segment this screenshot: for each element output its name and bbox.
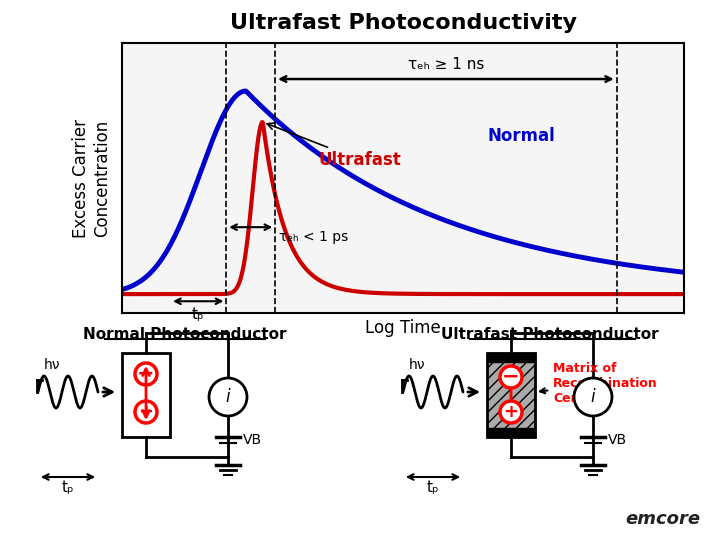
Circle shape	[574, 378, 612, 416]
Text: Matrix of
Recombination
Centers: Matrix of Recombination Centers	[540, 362, 658, 405]
Text: hν: hν	[44, 358, 60, 372]
Text: tₚ: tₚ	[192, 307, 204, 322]
Text: τₑₕ ≥ 1 ns: τₑₕ ≥ 1 ns	[408, 57, 484, 72]
Circle shape	[135, 363, 157, 385]
Text: VB: VB	[608, 433, 627, 447]
Bar	[487, 353, 535, 362]
Text: Ultrafast Photoconductor: Ultrafast Photoconductor	[441, 327, 659, 342]
Text: VB: VB	[243, 433, 262, 447]
Circle shape	[500, 401, 522, 423]
Text: τₑₕ < 1 ps: τₑₕ < 1 ps	[279, 230, 348, 244]
Bar	[487, 353, 535, 437]
Text: tₚ: tₚ	[62, 480, 74, 495]
Circle shape	[500, 366, 522, 388]
Text: Normal Photoconductor: Normal Photoconductor	[84, 327, 287, 342]
Text: −: −	[138, 364, 155, 384]
Y-axis label: Excess Carrier
Concentration: Excess Carrier Concentration	[73, 119, 112, 238]
Circle shape	[209, 378, 247, 416]
Text: i: i	[225, 388, 230, 406]
Circle shape	[135, 401, 157, 423]
Text: +: +	[503, 403, 518, 421]
Text: Normal: Normal	[487, 127, 555, 145]
Text: emcore: emcore	[625, 510, 700, 528]
Bar	[487, 428, 535, 437]
Text: −: −	[503, 367, 520, 387]
Text: Ultrafast: Ultrafast	[267, 123, 402, 169]
Text: hν: hν	[409, 358, 426, 372]
X-axis label: Log Time: Log Time	[365, 319, 441, 337]
Text: tₚ: tₚ	[427, 480, 439, 495]
Bar	[122, 353, 170, 437]
Title: Ultrafast Photoconductivity: Ultrafast Photoconductivity	[230, 14, 577, 33]
Text: +: +	[138, 403, 153, 421]
Text: i: i	[590, 388, 595, 406]
